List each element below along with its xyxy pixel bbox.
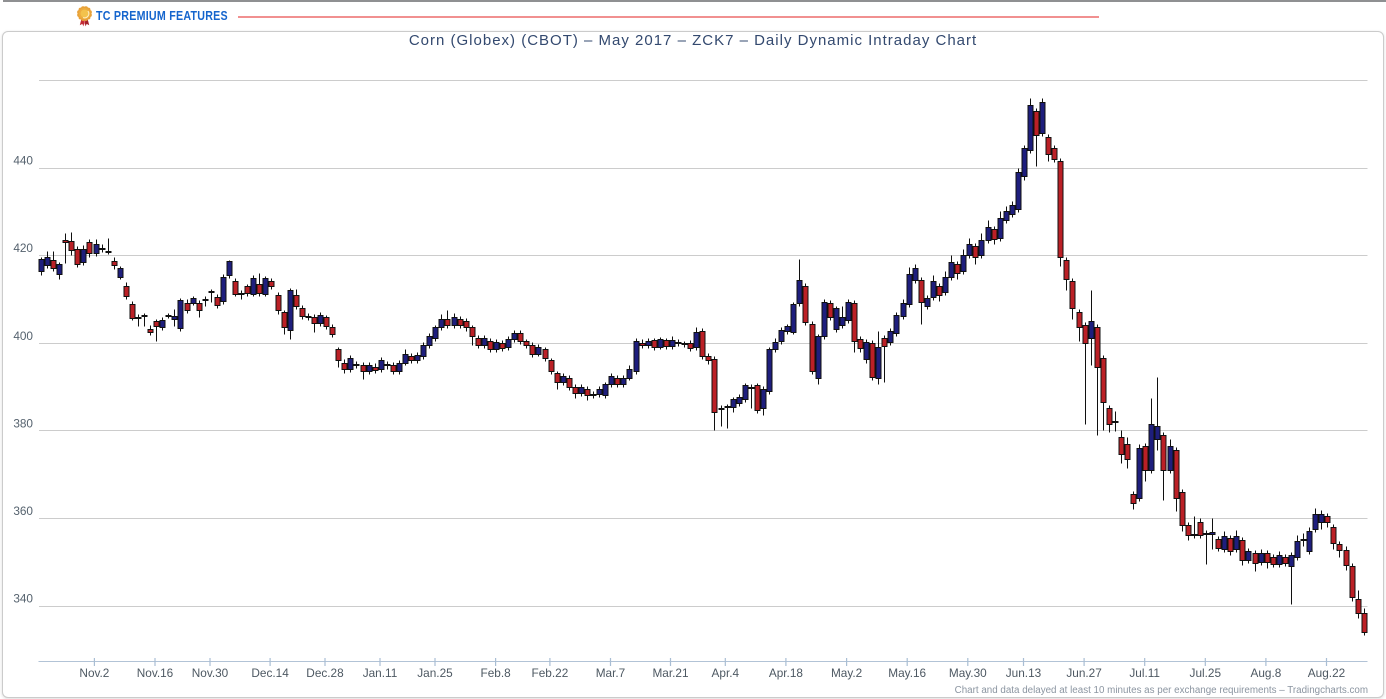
- svg-text:Feb.22: Feb.22: [532, 666, 569, 680]
- svg-text:Jan.11: Jan.11: [363, 666, 398, 680]
- svg-text:Mar.21: Mar.21: [652, 666, 688, 680]
- svg-text:Jun.27: Jun.27: [1066, 666, 1101, 680]
- svg-text:Jan.25: Jan.25: [417, 666, 453, 680]
- svg-text:May.2: May.2: [831, 666, 862, 680]
- svg-text:Chart and data delayed at leas: Chart and data delayed at least 10 minut…: [955, 685, 1368, 696]
- svg-text:Nov.30: Nov.30: [192, 666, 229, 680]
- svg-text:Nov.16: Nov.16: [137, 666, 174, 680]
- svg-text:360: 360: [13, 504, 33, 518]
- svg-text:Dec.14: Dec.14: [251, 666, 289, 680]
- svg-text:440: 440: [13, 154, 33, 168]
- svg-text:Dec.28: Dec.28: [306, 666, 344, 680]
- svg-text:Aug.8: Aug.8: [1250, 666, 1281, 680]
- svg-text:May.30: May.30: [949, 666, 987, 680]
- svg-text:420: 420: [13, 241, 33, 255]
- svg-text:380: 380: [13, 416, 33, 430]
- svg-text:340: 340: [13, 592, 33, 606]
- svg-text:400: 400: [13, 329, 33, 343]
- svg-text:Jul.11: Jul.11: [1129, 666, 1160, 680]
- svg-text:Apr.18: Apr.18: [769, 666, 804, 680]
- svg-text:Aug.22: Aug.22: [1308, 666, 1345, 680]
- svg-text:Apr.4: Apr.4: [712, 666, 740, 680]
- svg-text:Jun.13: Jun.13: [1006, 666, 1042, 680]
- svg-text:Feb.8: Feb.8: [481, 666, 512, 680]
- svg-text:Nov.2: Nov.2: [79, 666, 109, 680]
- svg-text:Mar.7: Mar.7: [596, 666, 626, 680]
- svg-text:Jul.25: Jul.25: [1190, 666, 1222, 680]
- svg-text:May.16: May.16: [888, 666, 926, 680]
